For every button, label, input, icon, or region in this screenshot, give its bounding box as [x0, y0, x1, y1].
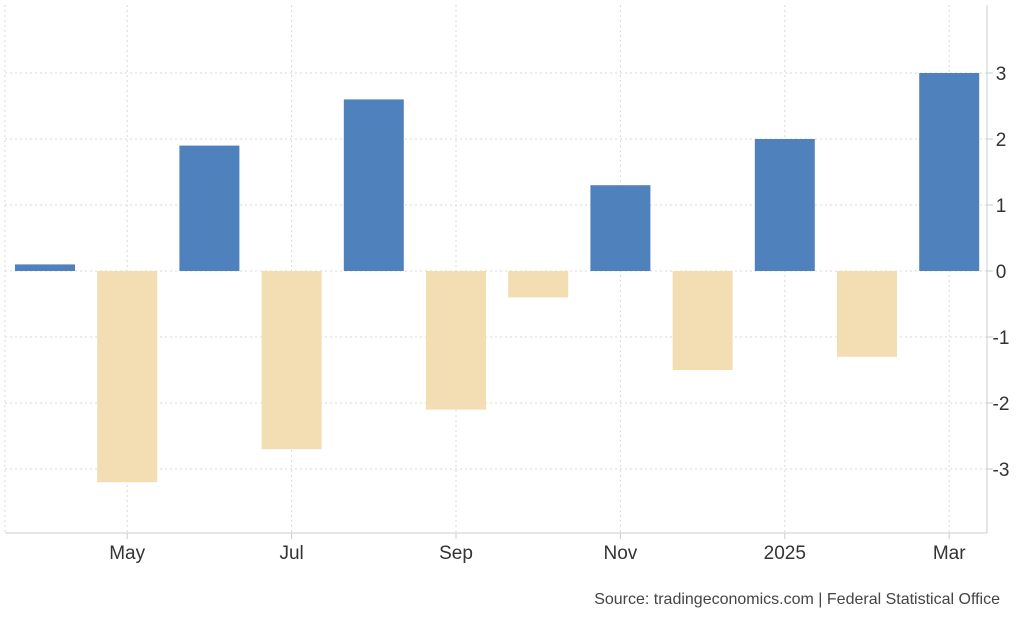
- bar-1: [15, 264, 75, 271]
- bar-11: [837, 271, 897, 357]
- y-tick-label: -3: [993, 460, 1010, 481]
- bar-12: [919, 73, 980, 271]
- x-tick-label: Nov: [604, 543, 638, 564]
- x-tick-label: Sep: [439, 543, 473, 564]
- bar-10: [754, 139, 815, 271]
- y-tick-label: 2: [996, 130, 1007, 151]
- bar-8: [590, 185, 651, 271]
- bar-4: [261, 271, 322, 450]
- bar-6: [426, 271, 486, 410]
- source-credit: Source: tradingeconomics.com | Federal S…: [594, 591, 1000, 608]
- x-tick-label: Mar: [933, 543, 966, 564]
- y-tick-label: 0: [996, 262, 1007, 283]
- x-tick-label: 2025: [764, 543, 806, 564]
- y-tick-label: -1: [993, 328, 1010, 349]
- y-tick-label: 1: [996, 196, 1007, 217]
- y-tick-label: -2: [993, 394, 1010, 415]
- x-tick-label: May: [109, 543, 145, 564]
- x-tick-label: Jul: [279, 543, 303, 564]
- bar-2: [97, 271, 158, 483]
- bar-9: [672, 271, 733, 370]
- bar-7: [508, 271, 569, 298]
- y-tick-label: 3: [996, 64, 1007, 85]
- bar-3: [179, 145, 240, 271]
- bar-5: [343, 99, 404, 272]
